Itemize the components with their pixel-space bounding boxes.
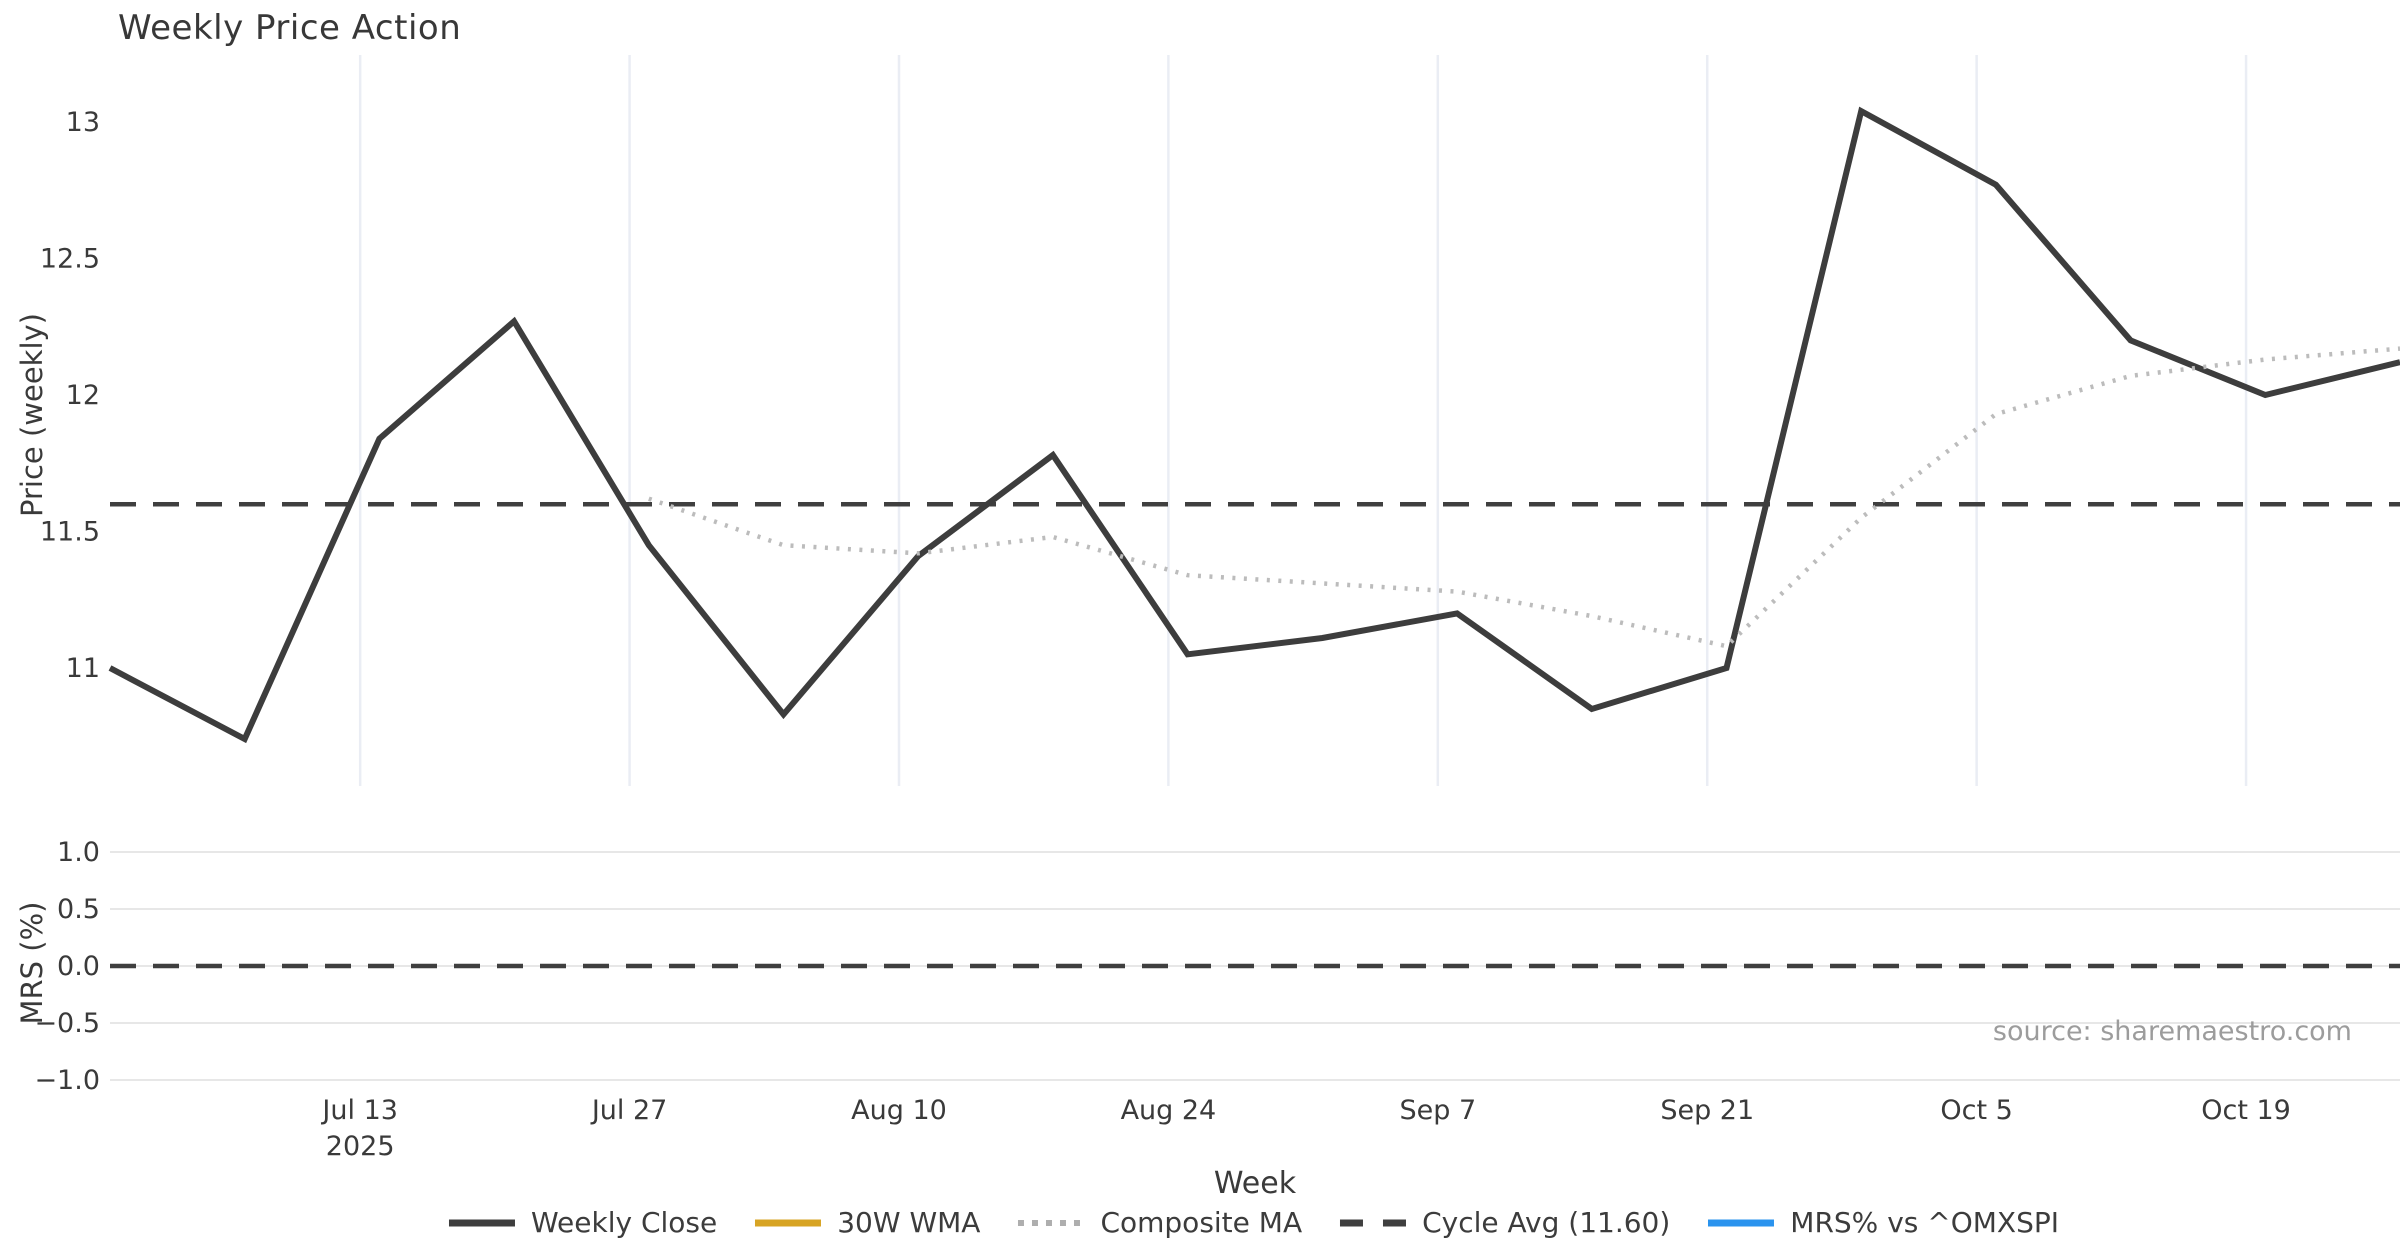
mrs-y-tick-label: 0.5 — [57, 894, 100, 925]
legend-item-mrs-vs-omxspi: MRS% vs ^OMXSPI — [1706, 1206, 2059, 1239]
solid-line-swatch-icon — [448, 1219, 515, 1226]
x-tick-label: Sep 21 — [1660, 1095, 1754, 1126]
x-tick-label: Oct 19 — [2201, 1095, 2291, 1126]
mrs-y-tick-label: 1.0 — [57, 837, 100, 868]
x-tick-label: Jul 13 — [320, 1095, 398, 1126]
dashed-line-swatch-icon — [1340, 1219, 1407, 1226]
page-title: Weekly Price Action — [118, 8, 462, 48]
legend-label: Weekly Close — [530, 1206, 718, 1239]
price-y-tick-label: 12 — [66, 380, 100, 411]
x-tick-label: Jul 27 — [590, 1095, 668, 1126]
legend-label: Composite MA — [1100, 1206, 1303, 1239]
legend-item-weekly-close: Weekly Close — [447, 1206, 717, 1239]
legend-label: MRS% vs ^OMXSPI — [1790, 1206, 2060, 1239]
weekly-close-line — [108, 106, 2400, 744]
mrs-y-tick-label: 0.0 — [57, 951, 100, 982]
chart-legend: Weekly Close 30W WMA Composite MA Cycle Avg… — [447, 1206, 2059, 1239]
legend-item-composite-ma: Composite MA — [1016, 1206, 1302, 1239]
x-tick-year-label: 2025 — [326, 1131, 395, 1162]
x-tick-label: Sep 7 — [1399, 1095, 1476, 1126]
legend-label: 30W WMA — [837, 1206, 981, 1239]
dotted-line-swatch-icon — [1018, 1219, 1085, 1226]
mrs-axis-label: MRS (%) — [15, 901, 49, 1025]
mrs-y-tick-label: −1.0 — [34, 1065, 100, 1096]
price-y-tick-label: 11.5 — [40, 517, 100, 548]
solid-line-swatch-icon — [755, 1219, 822, 1226]
solid-line-swatch-icon — [1708, 1219, 1775, 1226]
x-tick-label: Oct 5 — [1940, 1095, 2012, 1126]
legend-item-30w-wma: 30W WMA — [753, 1206, 980, 1239]
price-axis-label: Price (weekly) — [15, 312, 49, 518]
composite-ma-line — [648, 346, 2400, 649]
price-y-tick-label: 11 — [66, 653, 100, 684]
x-tick-label: Aug 10 — [851, 1095, 947, 1126]
x-axis-label: Week — [1213, 1166, 1297, 1201]
source-attribution: source: sharemaestro.com — [1992, 1016, 2352, 1047]
legend-item-cycle-avg-11-60-: Cycle Avg (11.60) — [1338, 1206, 1670, 1239]
mrs-y-tick-label: −0.5 — [34, 1008, 100, 1039]
x-tick-label: Aug 24 — [1121, 1095, 1217, 1126]
price-y-tick-label: 12.5 — [40, 244, 100, 275]
legend-label: Cycle Avg (11.60) — [1422, 1206, 1671, 1239]
price-y-tick-label: 13 — [66, 107, 100, 138]
